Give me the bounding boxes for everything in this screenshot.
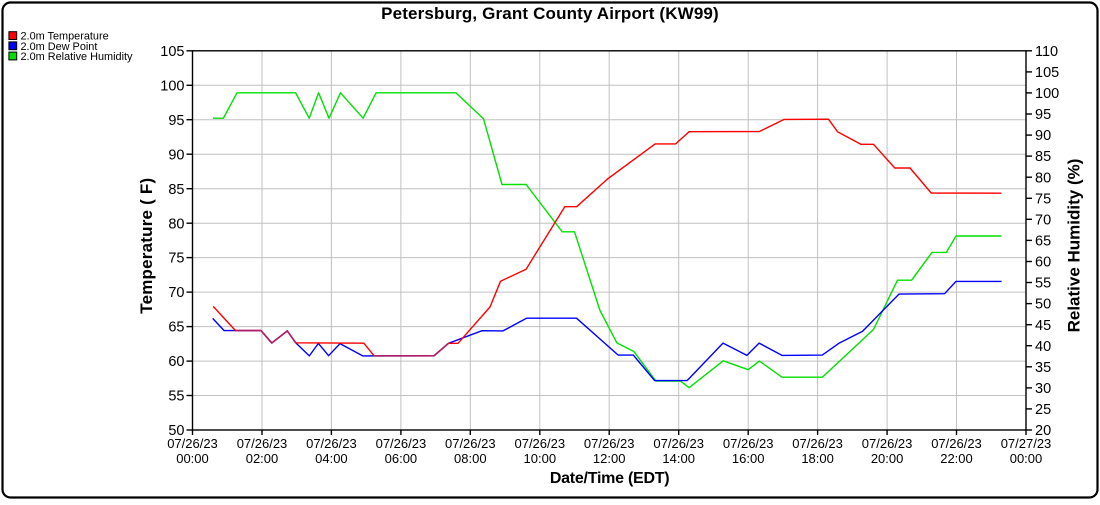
svg-text:60: 60: [168, 354, 184, 370]
svg-text:04:00: 04:00: [315, 451, 348, 466]
svg-text:22:00: 22:00: [940, 451, 973, 466]
svg-text:07/26/23: 07/26/23: [723, 436, 774, 451]
svg-text:07/26/23: 07/26/23: [584, 436, 635, 451]
svg-text:70: 70: [1035, 212, 1051, 228]
svg-text:Relative Humidity (%): Relative Humidity (%): [1065, 159, 1084, 333]
svg-text:07/26/23: 07/26/23: [792, 436, 843, 451]
svg-text:07/26/23: 07/26/23: [306, 436, 357, 451]
svg-text:75: 75: [168, 251, 184, 267]
svg-text:Petersburg, Grant County Airpo: Petersburg, Grant County Airport (KW99): [381, 4, 719, 23]
svg-text:85: 85: [168, 182, 184, 198]
svg-text:50: 50: [1035, 297, 1051, 313]
svg-text:55: 55: [168, 389, 184, 405]
svg-text:105: 105: [160, 44, 184, 60]
svg-text:70: 70: [168, 285, 184, 301]
svg-text:80: 80: [168, 216, 184, 232]
svg-text:07/27/23: 07/27/23: [1001, 436, 1052, 451]
svg-text:30: 30: [1035, 381, 1051, 397]
svg-text:2.0m Dew Point: 2.0m Dew Point: [21, 41, 98, 53]
svg-text:80: 80: [1035, 170, 1051, 186]
svg-text:65: 65: [1035, 234, 1051, 250]
svg-text:Date/Time (EDT): Date/Time (EDT): [550, 470, 670, 487]
svg-text:90: 90: [1035, 128, 1051, 144]
svg-text:45: 45: [1035, 318, 1051, 334]
svg-text:95: 95: [168, 113, 184, 129]
svg-text:65: 65: [168, 320, 184, 336]
svg-text:07/26/23: 07/26/23: [514, 436, 565, 451]
svg-text:105: 105: [1035, 65, 1059, 81]
svg-text:07/26/23: 07/26/23: [653, 436, 704, 451]
svg-text:55: 55: [1035, 276, 1051, 292]
svg-text:75: 75: [1035, 191, 1051, 207]
svg-text:07/26/23: 07/26/23: [862, 436, 913, 451]
svg-text:00:00: 00:00: [1010, 451, 1043, 466]
svg-text:07/26/23: 07/26/23: [376, 436, 427, 451]
svg-text:50: 50: [168, 423, 184, 439]
svg-text:18:00: 18:00: [801, 451, 834, 466]
svg-text:07/26/23: 07/26/23: [931, 436, 982, 451]
svg-text:06:00: 06:00: [385, 451, 418, 466]
svg-text:95: 95: [1035, 107, 1051, 123]
svg-text:35: 35: [1035, 360, 1051, 376]
svg-text:02:00: 02:00: [246, 451, 279, 466]
svg-text:90: 90: [168, 147, 184, 163]
svg-text:07/26/23: 07/26/23: [445, 436, 496, 451]
svg-text:85: 85: [1035, 149, 1051, 165]
svg-text:14:00: 14:00: [662, 451, 695, 466]
svg-text:07/26/23: 07/26/23: [237, 436, 288, 451]
svg-text:110: 110: [1035, 44, 1058, 60]
svg-text:100: 100: [160, 78, 184, 94]
svg-text:07/26/23: 07/26/23: [167, 436, 218, 451]
svg-text:40: 40: [1035, 339, 1051, 355]
svg-text:00:00: 00:00: [176, 451, 209, 466]
svg-text:60: 60: [1035, 255, 1051, 271]
svg-text:12:00: 12:00: [593, 451, 626, 466]
svg-text:100: 100: [1035, 86, 1059, 102]
svg-text:16:00: 16:00: [732, 451, 765, 466]
svg-text:08:00: 08:00: [454, 451, 487, 466]
svg-text:20:00: 20:00: [871, 451, 904, 466]
svg-text:20: 20: [1035, 423, 1051, 439]
svg-text:25: 25: [1035, 402, 1051, 418]
svg-text:Temperature ( F): Temperature ( F): [137, 178, 156, 314]
svg-text:2.0m Relative Humidity: 2.0m Relative Humidity: [21, 51, 134, 63]
svg-text:10:00: 10:00: [524, 451, 557, 466]
svg-text:2.0m Temperature: 2.0m Temperature: [21, 31, 109, 43]
